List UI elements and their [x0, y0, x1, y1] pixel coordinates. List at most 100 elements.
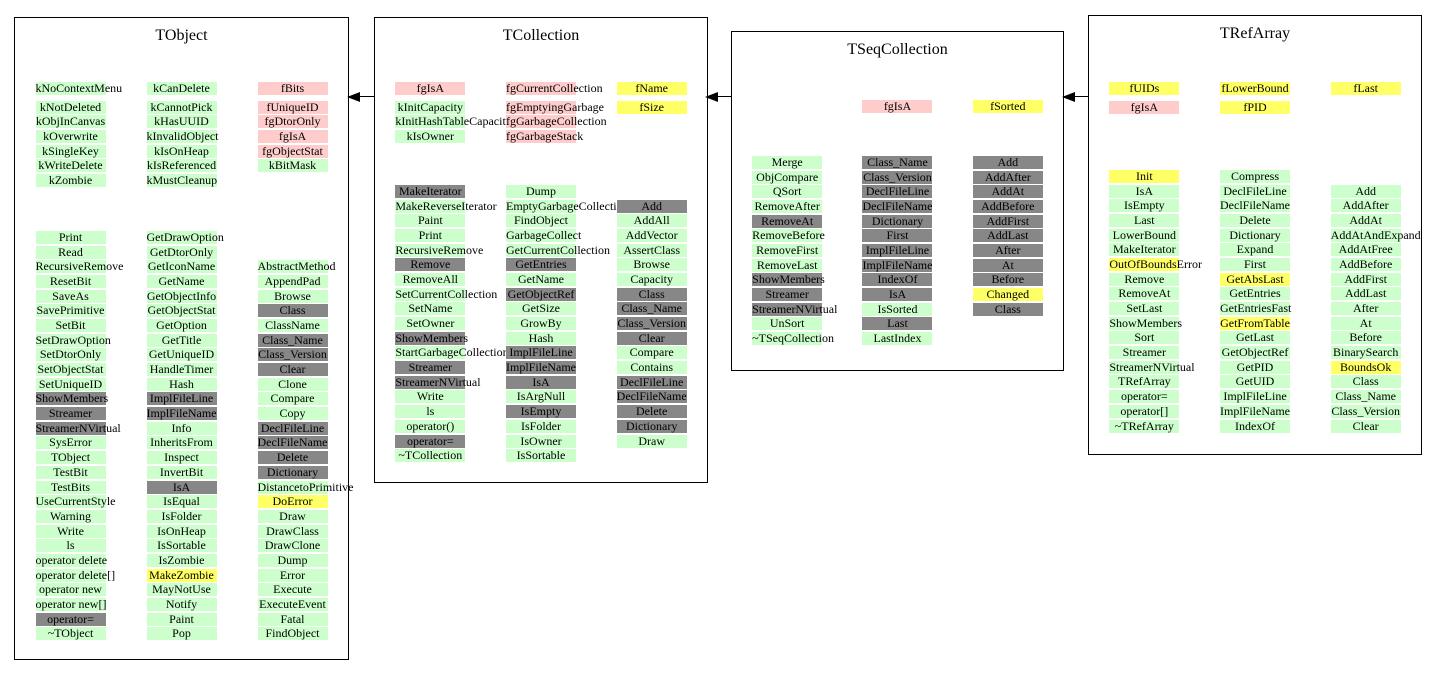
method-row: DoError [237, 494, 348, 509]
method-row: Clear [237, 362, 348, 377]
data-member-row: kNoContextMenu [15, 81, 126, 96]
method-GarbageCollect: GarbageCollect [506, 227, 582, 242]
method-row: MakeZombie [126, 568, 237, 583]
method-FindObject: FindObject [506, 214, 576, 228]
method-row: AddAfter [953, 170, 1063, 185]
method-row: ObjCompare [732, 170, 842, 185]
data-member-row: fgEmptyingGarbage [486, 100, 604, 115]
method-row: DrawClass [237, 524, 348, 539]
method-IsEmpty: IsEmpty [1109, 199, 1180, 213]
method-DeclFileName: DeclFileName [1220, 198, 1290, 213]
method-IsEqual: IsEqual [146, 495, 217, 509]
method-row: TestBits [15, 480, 126, 495]
data-member-kZombie: kZombie [35, 173, 106, 187]
method-Before: Before [972, 273, 1043, 287]
method-ImplFileName: ImplFileName [862, 257, 933, 272]
method-Class: Class [257, 304, 328, 318]
method-Add: Add [616, 199, 687, 213]
data-member-row: fgIsA [1089, 100, 1200, 115]
method-row: Warning [15, 509, 126, 524]
method-GetAbsLast: GetAbsLast [1220, 272, 1290, 286]
methods-section: Print Read RecursiveRemove ResetBit SaveAs Sa… [15, 230, 353, 641]
method-row: Remove [375, 257, 486, 272]
member-column: Add AddAll AddVector AssertClass Browse Capac… [596, 184, 707, 463]
method-row: RemoveAll [375, 272, 486, 287]
method-row: DrawClone [237, 538, 348, 553]
method-row: ~TSeqCollection [732, 331, 842, 346]
method-row: Class_Name [1310, 389, 1421, 404]
method-IsSortable: IsSortable [146, 539, 217, 553]
method-row: Hash [126, 377, 237, 392]
member-column: kCanDelete kCannotPick kHasUUID kInvalidObj… [126, 81, 237, 188]
method-RecursiveRemove: RecursiveRemove [395, 242, 484, 257]
method-Delete: Delete [1220, 213, 1290, 227]
method-SetUniqueID: SetUniqueID [35, 377, 106, 391]
method-Contains: Contains [616, 361, 687, 375]
method-row: GetObjectRef [1200, 345, 1311, 360]
method-row: OutOfBoundsError [1089, 257, 1202, 272]
member-column: Class_Name Class_Version DeclFileLine DeclF… [842, 155, 952, 346]
method-row: Paint [375, 213, 486, 228]
method-RemoveAll: RemoveAll [395, 272, 466, 286]
method-row: Add [1310, 184, 1421, 199]
method-Print: Print [35, 230, 106, 244]
method-First: First [862, 229, 933, 243]
method-row: Class [237, 303, 348, 318]
method-row: IsFolder [126, 509, 237, 524]
inheritance-arrow-tcollection-to-tobject [347, 91, 375, 102]
method-row: DeclFileLine [1200, 184, 1311, 199]
method-Draw: Draw [257, 509, 328, 523]
method-AssertClass: AssertClass [616, 243, 687, 257]
method-row: Write [375, 390, 486, 405]
data-member-row: kOverwrite [15, 129, 126, 144]
method-row: AbstractMethod [237, 259, 348, 274]
data-member-row: fName [596, 81, 707, 96]
method-Read: Read [35, 245, 106, 259]
method-AddAfter: AddAfter [1330, 199, 1401, 213]
method-IsA: IsA [1109, 184, 1180, 198]
method-DrawClass: DrawClass [257, 524, 328, 538]
method-DeclFileName: DeclFileName [257, 435, 328, 450]
method-row: StreamerNVirtual [732, 302, 842, 317]
method-row: StartGarbageCollection [375, 346, 509, 361]
method-row: TObject [15, 450, 126, 465]
method-row: GetCurrentCollection [486, 243, 610, 258]
method-Paint: Paint [395, 214, 466, 228]
method-AddAtFree: AddAtFree [1330, 243, 1401, 257]
method-Expand: Expand [1220, 243, 1290, 257]
method-row: GetObjectRef [486, 287, 597, 302]
method-GetUID: GetUID [1220, 375, 1290, 389]
method-AddAt: AddAt [972, 185, 1043, 199]
method-Streamer: Streamer [752, 288, 823, 302]
method-row: SetCurrentCollection [375, 287, 497, 302]
class-box-tobject: TObject kNoContextMenu kNotDeleted kObjInC… [14, 17, 353, 660]
method-row: ~TCollection [375, 448, 486, 463]
method-BinarySearch: BinarySearch [1330, 346, 1401, 360]
method-row: GetUniqueID [126, 348, 237, 363]
method-row: Delete [237, 450, 348, 465]
method-row: GetOption [126, 318, 237, 333]
method-row: ShowMembers [1089, 316, 1200, 331]
method-DeclFileLine: DeclFileLine [257, 421, 328, 435]
data-member-row: fLast [1310, 81, 1421, 96]
data-member-kNotDeleted: kNotDeleted [35, 100, 106, 114]
data-member-fgIsA: fgIsA [257, 129, 328, 143]
method-row: Expand [1200, 242, 1311, 257]
method-row: First [842, 228, 952, 243]
method-row: RemoveLast [732, 258, 842, 273]
method-row: operator= [375, 434, 486, 449]
member-column: fgIsA [842, 99, 952, 118]
method-row: EmptyGarbageCollection [486, 199, 629, 214]
method-row: StreamerNVirtual [375, 375, 486, 390]
data-member-kObjInCanvas: kObjInCanvas [35, 114, 106, 129]
method-After: After [972, 243, 1043, 257]
method-Changed: Changed [972, 288, 1043, 302]
method-row: GetUID [1200, 375, 1311, 390]
method-row: AddBefore [1310, 257, 1421, 272]
data-member-kMustCleanup: kMustCleanup [146, 172, 218, 187]
method-SetDtorOnly: SetDtorOnly [35, 348, 106, 362]
method-row: BoundsOk [1310, 360, 1421, 375]
method-row: InvertBit [126, 465, 237, 480]
method-row: RecursiveRemove [375, 243, 486, 258]
method-row: GetObjectStat [126, 303, 237, 318]
